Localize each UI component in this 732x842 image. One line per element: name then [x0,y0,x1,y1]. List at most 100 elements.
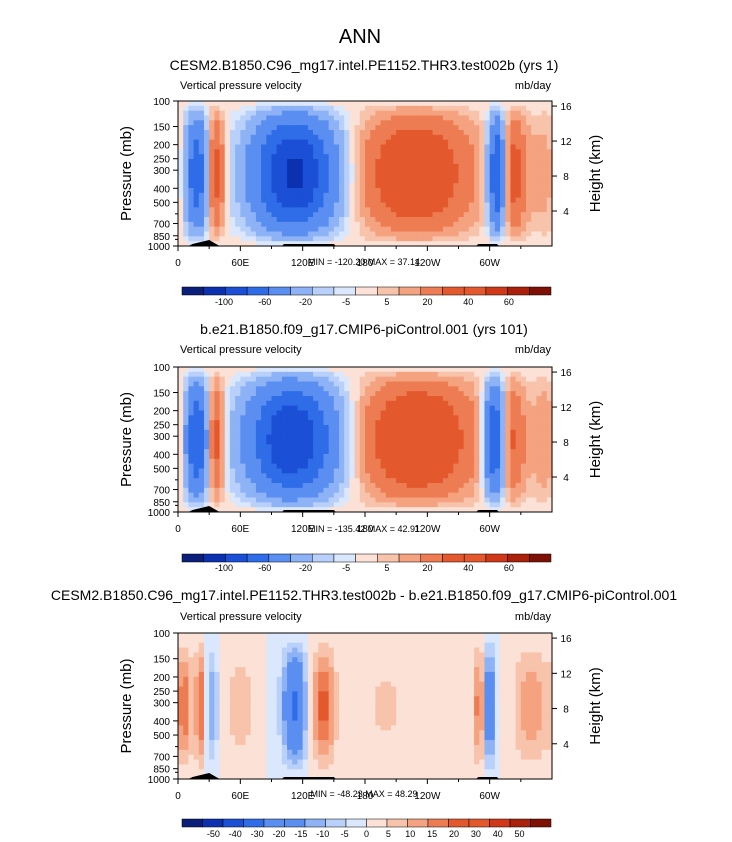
heatmap-cell [250,642,257,649]
heatmap-cell [307,507,314,513]
heatmap-cell [448,101,454,107]
heatmap-cell [359,434,366,441]
heatmap-cell [448,633,454,639]
heatmap-cell [313,386,319,392]
heatmap-cell [541,105,548,112]
heatmap-cell [198,134,205,141]
heatmap-cell [276,415,283,421]
heatmap-cell [526,642,532,649]
heatmap-cell [359,144,366,150]
heatmap-cell [541,405,548,412]
heatmap-cell [484,197,491,204]
colorbar-swatch [268,286,291,296]
heatmap-cell [178,400,184,407]
heatmap-cell [271,101,278,107]
heatmap-cell [541,507,548,513]
heatmap-cell [427,400,434,407]
heatmap-cell [359,637,366,644]
heatmap-cell [484,110,491,117]
heatmap-cell [240,642,247,649]
heatmap-cell [287,468,293,474]
heatmap-cell [448,449,454,455]
heatmap-cell [307,458,314,465]
heatmap-cell [411,130,418,136]
heatmap-cell [406,207,413,213]
heatmap-cell [365,159,371,165]
heatmap-cell [261,502,267,508]
heatmap-cell [307,101,314,107]
heatmap-cell [484,221,491,228]
heatmap-cell [474,429,480,436]
y-tick-label: 150 [153,389,170,400]
heatmap-cell [427,415,434,421]
heatmap-cell [494,400,501,407]
heatmap-cell [292,425,299,431]
heatmap-cell [235,101,241,107]
heatmap-cell [536,221,543,228]
heatmap-cell [209,420,215,426]
heatmap-cell [307,662,314,668]
heatmap-cell [515,115,522,121]
heatmap-cell [328,154,335,160]
heatmap-cell [494,439,501,445]
heatmap-cell [427,154,434,160]
heatmap-cell [193,197,200,204]
heatmap-cell [468,492,475,499]
heatmap-cell [354,125,361,131]
heatmap-cell [510,202,517,208]
heatmap-cell [442,647,449,654]
heatmap-cell [432,202,439,208]
heatmap-cell [526,400,532,407]
heatmap-cell [307,236,314,242]
heatmap-cell [235,396,241,402]
heatmap-cell [219,652,226,658]
heatmap-cell [292,439,299,445]
heatmap-cell [297,420,304,426]
heatmap-cell [198,386,205,392]
heatmap-cell [479,173,486,179]
heatmap-cell [229,478,236,484]
heatmap-cell [250,381,257,387]
heatmap-cell [209,391,215,397]
heatmap-cell [458,633,465,639]
heatmap-cell [546,371,553,378]
heatmap-cell [401,463,408,470]
heatmap-cell [396,454,402,460]
heatmap-cell [536,400,543,407]
heatmap-cell [354,212,361,218]
heatmap-cell [541,212,548,218]
heatmap-cell [229,400,236,407]
heatmap-cell [448,391,454,397]
heatmap-cell [302,212,309,218]
heatmap-cell [178,444,184,450]
heatmap-cell [437,173,444,179]
heatmap-cell [318,473,325,479]
heatmap-cell [245,173,252,179]
heatmap-cell [365,434,371,441]
heatmap-cell [359,396,366,402]
heatmap-cell [411,405,418,412]
heatmap-cell [401,483,408,489]
heatmap-cell [448,367,454,373]
heatmap-cell [240,236,247,242]
heatmap-cell [458,478,465,484]
heatmap-cell [209,231,215,237]
heatmap-cell [349,483,356,489]
heatmap-cell [178,192,184,199]
heatmap-cell [370,134,376,141]
heatmap-cell [396,163,402,170]
heatmap-cell [271,159,278,165]
heatmap-cell [546,188,553,194]
heatmap-cell [245,110,252,117]
heatmap-cell [385,637,392,644]
heatmap-cell [531,367,538,373]
heatmap-cell [510,105,517,112]
heatmap-cell [505,192,512,199]
heatmap-cell [494,226,501,233]
heatmap-cell [214,163,221,170]
heatmap-cell [437,154,444,160]
heatmap-cell [411,662,418,668]
heatmap-cell [453,110,460,117]
heatmap-cell [281,410,288,416]
heatmap-cell [188,178,195,184]
